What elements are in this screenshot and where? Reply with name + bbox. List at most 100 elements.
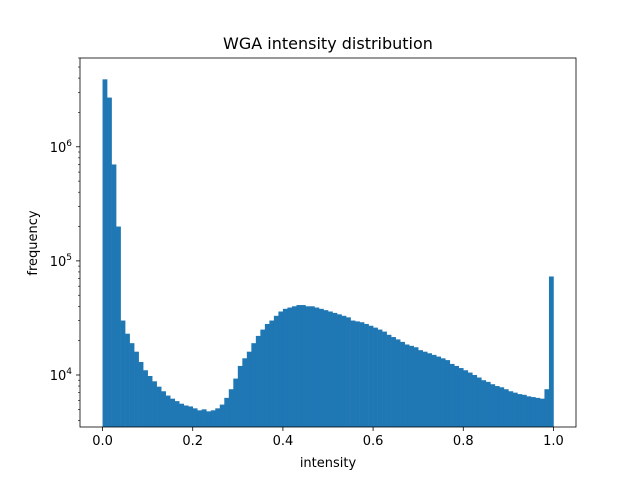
- histogram-bar: [179, 403, 185, 427]
- histogram-bar: [296, 305, 302, 427]
- histogram-bar: [503, 389, 509, 427]
- histogram-bar: [269, 320, 275, 427]
- histogram-bar: [445, 360, 451, 427]
- histogram-bar: [449, 363, 455, 427]
- x-tick-label: 0.2: [182, 434, 203, 449]
- histogram-bar: [165, 395, 171, 427]
- histogram-bar: [436, 356, 442, 427]
- x-tick-label: 1.0: [543, 434, 564, 449]
- histogram-bar: [377, 329, 383, 427]
- histogram-bar: [422, 351, 428, 427]
- bars-group: [102, 79, 554, 427]
- histogram-bar: [201, 409, 207, 427]
- histogram-bar: [526, 396, 532, 427]
- histogram-bar: [228, 389, 234, 427]
- histogram-bar: [508, 391, 514, 427]
- histogram-bar: [291, 306, 297, 427]
- histogram-bar: [332, 312, 338, 427]
- histogram-bar: [242, 358, 248, 427]
- histogram-bar: [535, 397, 541, 427]
- histogram-bar: [300, 305, 306, 427]
- histogram-bar: [314, 307, 320, 427]
- histogram-bar: [386, 334, 392, 427]
- histogram-bar: [440, 358, 446, 427]
- histogram-bar: [404, 344, 410, 427]
- histogram-bar: [350, 320, 356, 427]
- histogram-bar: [368, 325, 374, 427]
- histogram-bar: [188, 406, 194, 427]
- histogram-bar: [102, 79, 108, 427]
- histogram-bar: [431, 354, 437, 427]
- x-tick-label: 0.8: [453, 434, 474, 449]
- histogram-bar: [170, 398, 175, 427]
- histogram-bar: [395, 339, 401, 427]
- histogram-bar: [183, 405, 189, 427]
- histogram-bar: [287, 307, 293, 427]
- histogram-bar: [107, 97, 112, 427]
- histogram-bar: [323, 310, 329, 427]
- histogram-bar: [260, 329, 266, 427]
- histogram-bar: [418, 350, 423, 427]
- histogram-bar: [156, 386, 162, 427]
- histogram-bar: [318, 308, 324, 427]
- histogram-bar: [530, 397, 536, 427]
- histogram-bar: [152, 381, 157, 427]
- histogram-bar: [517, 394, 523, 427]
- histogram-bar: [359, 322, 365, 427]
- histogram-bar: [481, 380, 487, 427]
- histogram-bar: [251, 343, 257, 427]
- histogram-bar: [237, 365, 243, 427]
- histogram-bar: [174, 401, 180, 427]
- histogram-bar: [120, 320, 126, 427]
- histogram-bar: [391, 337, 396, 427]
- histogram-bar: [485, 381, 491, 427]
- histogram-bar: [472, 374, 478, 427]
- histogram-bar: [246, 351, 252, 427]
- y-tick-label: 105: [50, 253, 72, 270]
- histogram-bar: [278, 311, 284, 427]
- y-tick-label: 104: [50, 367, 73, 384]
- chart-title: WGA intensity distribution: [223, 34, 433, 53]
- histogram-bar: [413, 347, 419, 427]
- histogram-bar: [215, 408, 221, 427]
- histogram-bar: [138, 361, 144, 427]
- histogram-bar: [458, 368, 464, 427]
- histogram-bar: [463, 370, 469, 427]
- y-tick-label: 106: [50, 139, 73, 156]
- histogram-bar: [476, 377, 482, 427]
- histogram-bar: [206, 411, 212, 427]
- histogram-bar: [341, 315, 347, 427]
- histogram-bar: [197, 410, 203, 427]
- histogram-bar: [328, 311, 333, 427]
- histogram-bar: [521, 394, 527, 427]
- histogram-bar: [346, 317, 351, 427]
- histogram-bar: [255, 335, 261, 427]
- histogram-bar: [400, 341, 405, 427]
- histogram-bar: [192, 408, 198, 427]
- histogram-bar: [355, 321, 360, 427]
- histogram-bar: [224, 397, 230, 427]
- histogram-bar: [544, 389, 550, 427]
- histogram-bar: [210, 410, 216, 427]
- histogram-bar: [116, 226, 121, 427]
- histogram-bar: [548, 276, 554, 427]
- histogram-bar: [143, 370, 148, 427]
- x-tick-label: 0.6: [363, 434, 384, 449]
- histogram-bar: [490, 384, 496, 427]
- histogram-bar: [282, 308, 288, 427]
- y-axis-ticks: 104 105 106: [50, 57, 80, 421]
- histogram-bar: [427, 353, 433, 427]
- x-tick-label: 0.4: [273, 434, 294, 449]
- histogram-bar: [494, 386, 500, 427]
- histogram-bar: [129, 343, 135, 427]
- histogram-bar: [539, 398, 545, 427]
- histogram-bar: [264, 323, 270, 427]
- histogram-bar: [134, 351, 139, 427]
- plot-frame: [79, 57, 577, 428]
- histogram-bar: [161, 391, 166, 427]
- y-axis-label: frequency: [26, 210, 41, 276]
- histogram-bar: [373, 327, 378, 427]
- histogram-bar: [305, 306, 311, 427]
- x-tick-label: 0.0: [92, 434, 113, 449]
